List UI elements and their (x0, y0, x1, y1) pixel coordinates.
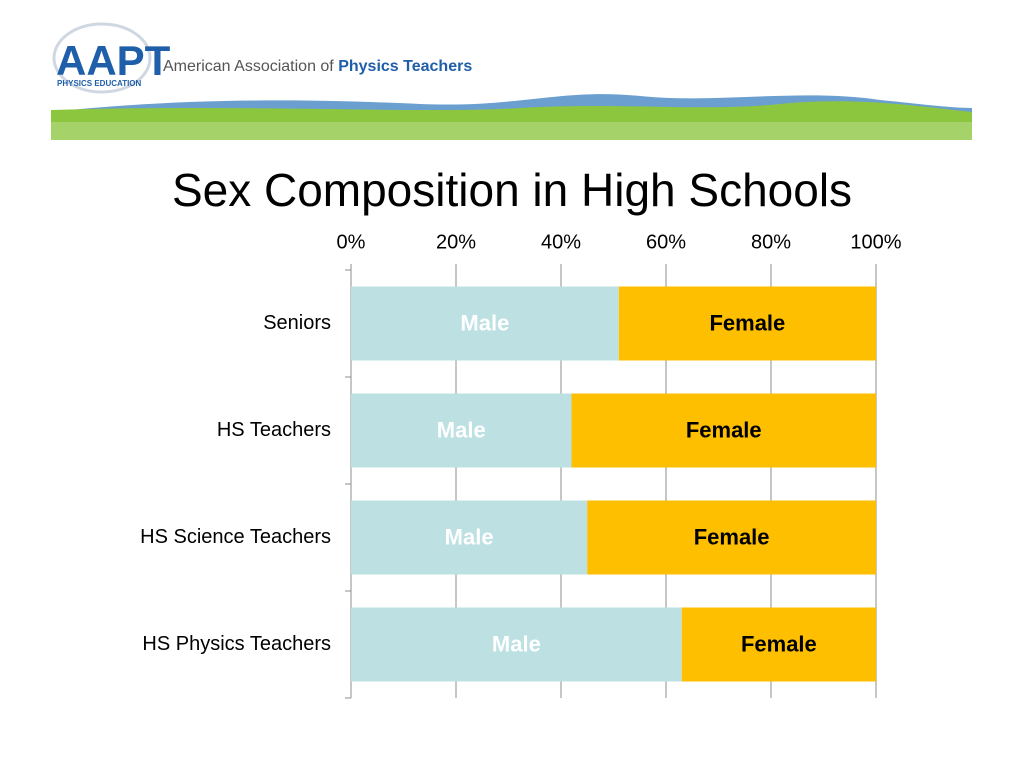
bar-segment (351, 607, 682, 682)
logo-text: AAPT (56, 37, 171, 84)
bar-segment (351, 500, 588, 575)
logo: AAPT PHYSICS EDUCATION American Associat… (52, 22, 472, 94)
x-tick-label: 80% (751, 231, 791, 253)
y-tick-label: HS Physics Teachers (142, 633, 331, 655)
bar-segment (351, 393, 572, 468)
segment-label: Male (492, 631, 541, 656)
segment-label: Male (460, 310, 509, 335)
x-tick-label: 20% (436, 231, 476, 253)
logo-swoosh (52, 22, 152, 94)
bar-segment (618, 286, 876, 361)
x-tick-label: 40% (541, 231, 581, 253)
bar-segment (571, 393, 876, 468)
y-tick-label: Seniors (263, 312, 331, 334)
y-tick-label: HS Science Teachers (140, 526, 331, 548)
x-tick-label: 0% (337, 231, 366, 253)
segment-label: Female (741, 631, 817, 656)
org-name-plain: American Association of (163, 58, 334, 75)
segment-label: Female (694, 524, 770, 549)
x-tick-label: 100% (850, 231, 901, 253)
bar-segment (351, 286, 619, 361)
logo-subtitle: PHYSICS EDUCATION (57, 79, 142, 88)
header-banner (51, 94, 972, 140)
org-name: American Association of Physics Teachers (163, 58, 472, 75)
segment-label: Female (709, 310, 785, 335)
chart: 0% 20% 40% 60% 80% 100% Seniors Male Female HS Te… (140, 231, 902, 699)
y-tick-label: HS Teachers (217, 419, 331, 441)
x-tick-label: 60% (646, 231, 686, 253)
bar-segment (681, 607, 876, 682)
segment-label: Male (445, 524, 494, 549)
bar-segment (587, 500, 876, 575)
banner-strip (51, 122, 972, 140)
segment-label: Male (437, 417, 486, 442)
segment-label: Female (686, 417, 762, 442)
chart-title: Sex Composition in High Schools (172, 164, 852, 216)
org-name-emphasis: Physics Teachers (338, 58, 472, 75)
